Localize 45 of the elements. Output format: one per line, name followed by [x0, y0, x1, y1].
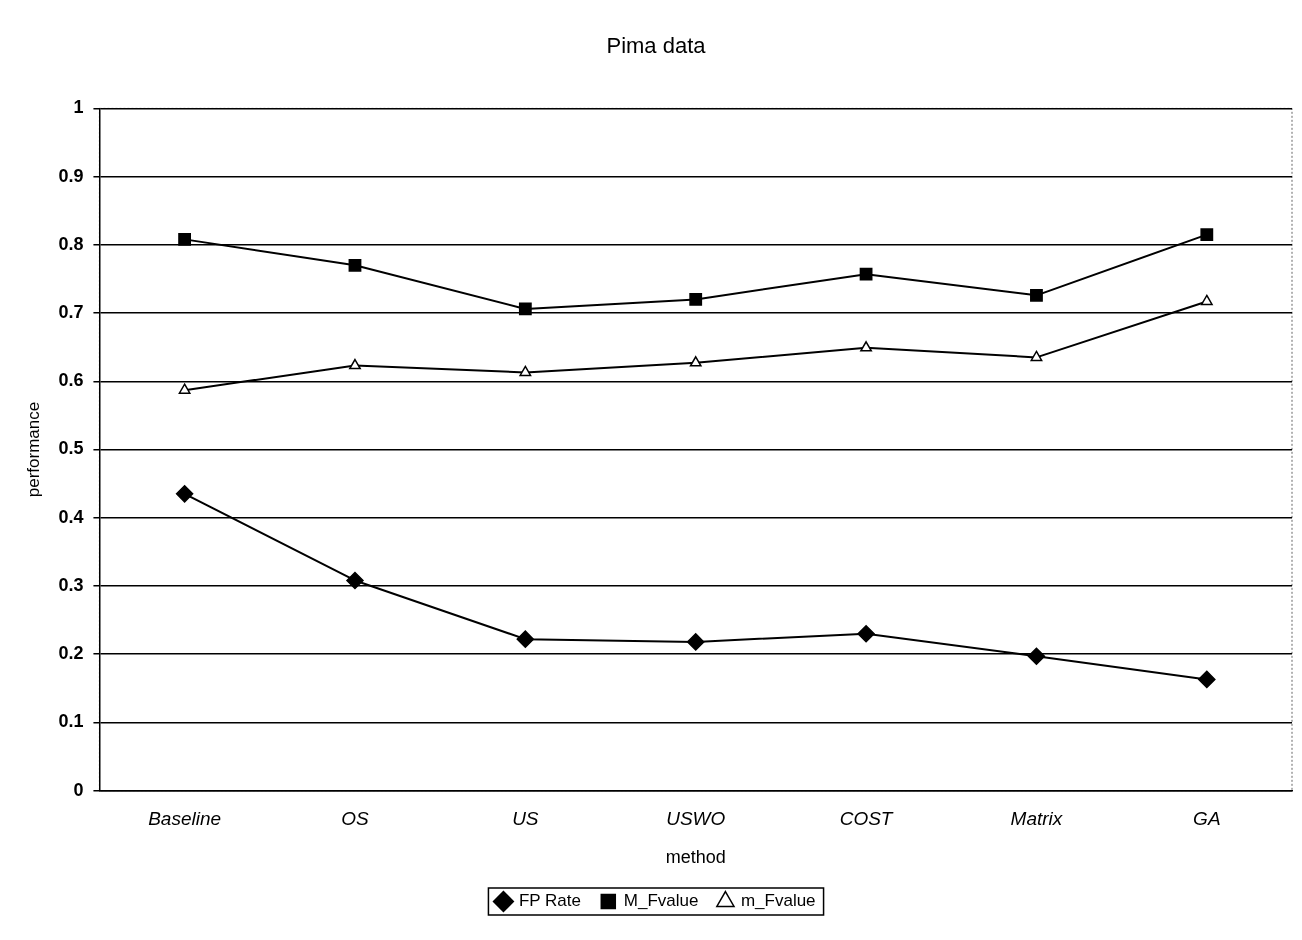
- point: [689, 356, 702, 367]
- x-tick-label: USWO: [666, 808, 726, 830]
- point: [178, 232, 192, 246]
- x-axis-title: method: [665, 847, 726, 868]
- point: [686, 633, 705, 651]
- y-tick-label: 0.1: [58, 711, 84, 732]
- point: [857, 624, 875, 643]
- point: [860, 341, 873, 352]
- y-tick-label: 0.7: [58, 302, 84, 323]
- y-tick-label: 0: [73, 779, 84, 800]
- point: [518, 302, 532, 316]
- y-tick-label: 1: [73, 97, 84, 118]
- point: [1198, 670, 1216, 689]
- point: [1030, 350, 1043, 362]
- y-tick-label: 0.4: [58, 506, 84, 527]
- legend-label: M_Fvalue: [623, 891, 699, 911]
- legend-label: m_Fvalue: [740, 891, 816, 911]
- point: [349, 358, 361, 370]
- point: [1200, 228, 1214, 242]
- point: [516, 630, 535, 648]
- y-tick-label: 0.3: [58, 574, 84, 595]
- point: [346, 571, 364, 590]
- chart-title: Pima data: [606, 33, 707, 59]
- x-tick-label: COST: [839, 808, 894, 830]
- x-tick-label: Baseline: [148, 808, 222, 830]
- y-tick-label: 0.8: [58, 233, 84, 254]
- point: [859, 267, 873, 281]
- point: [348, 258, 362, 272]
- point: [519, 365, 532, 377]
- y-tick-label: 0.6: [58, 370, 84, 391]
- x-tick-label: US: [512, 808, 539, 830]
- point: [1200, 294, 1213, 306]
- y-tick-label: 0.5: [58, 438, 84, 459]
- point: [689, 293, 703, 306]
- y-tick-label: 0.9: [58, 165, 84, 186]
- point: [175, 485, 194, 503]
- x-tick-label: OS: [341, 808, 370, 830]
- y-tick-label: 0.2: [58, 643, 84, 664]
- x-tick-label: Matrix: [1010, 808, 1064, 830]
- x-tick-label: GA: [1193, 808, 1221, 830]
- y-axis-title: performance: [23, 401, 43, 498]
- point: [1027, 647, 1046, 665]
- point: [1030, 288, 1043, 302]
- point: [178, 383, 191, 394]
- legend-label: FP Rate: [518, 891, 581, 911]
